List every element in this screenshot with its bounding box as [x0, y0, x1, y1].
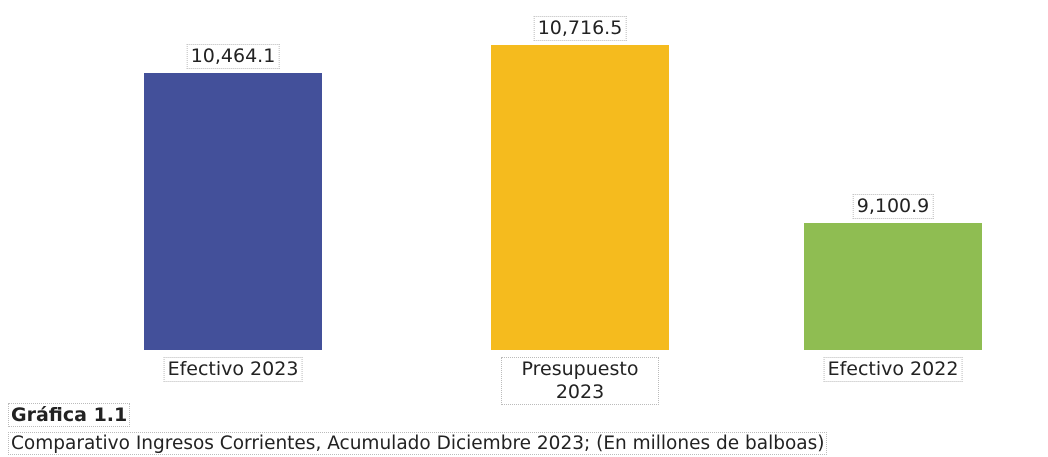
- value-label: 10,716.5: [533, 16, 627, 42]
- x-tick-label: Presupuesto 2023: [501, 357, 659, 405]
- value-label: 10,464.1: [186, 44, 280, 69]
- x-tick-label: Efectivo 2023: [163, 357, 303, 382]
- value-label: 9,100.9: [852, 194, 934, 220]
- x-tick-label: Efectivo 2022: [823, 357, 963, 382]
- bar: [804, 223, 982, 350]
- bar: [144, 73, 322, 350]
- chart: 10,464.1 Efectivo 2023 10,716.5 Presupuesto…: [144, 16, 982, 405]
- chart-subtitle: Comparativo Ingresos Corrientes, Acumula…: [8, 432, 828, 455]
- chart-title: Gráfica 1.1: [8, 403, 131, 427]
- bar: [491, 45, 669, 350]
